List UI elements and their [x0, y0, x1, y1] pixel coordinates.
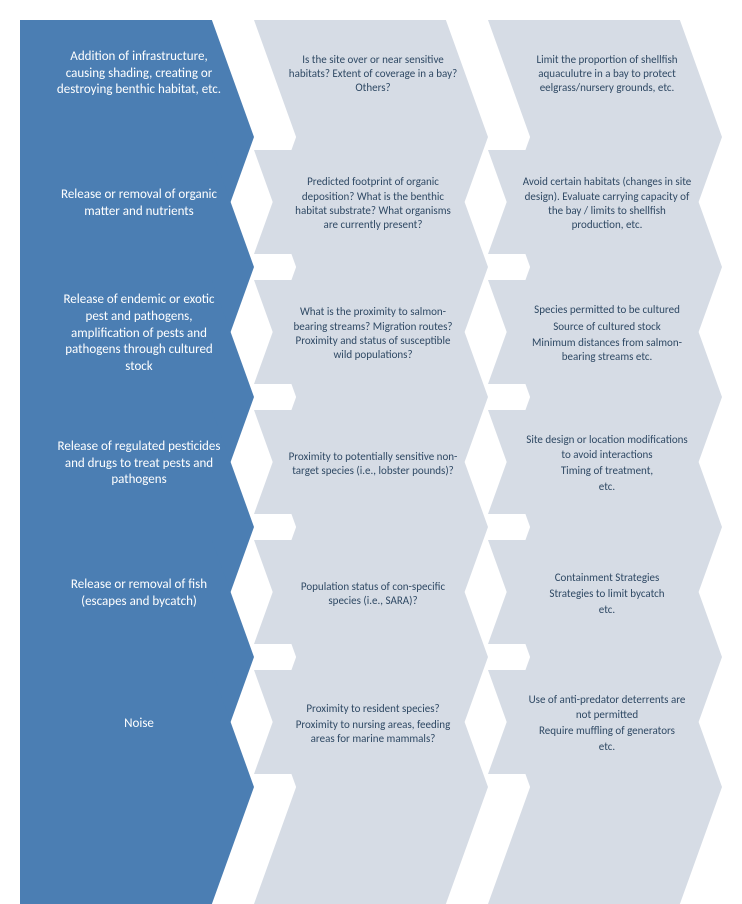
chevron-row: Addition of infrastructure, causing shad…: [20, 20, 722, 128]
chevron-cell: Containment StrategiesStrategies to limi…: [488, 540, 722, 648]
chevron-text: Population status of con-specific specie…: [288, 580, 458, 609]
chevron-cell: Release or removal of organic matter and…: [20, 150, 254, 258]
chevron-row: Release or removal of fish (escapes and …: [20, 540, 722, 648]
chevron-cell: Proximity to resident species?Proximity …: [254, 670, 488, 778]
chevron-text: Proximity to resident species?Proximity …: [288, 700, 458, 749]
chevron-text: Containment StrategiesStrategies to limi…: [549, 569, 664, 620]
chevron-cell: Noise: [20, 670, 254, 778]
chevron-text: Use of anti-predator deterrents are not …: [522, 691, 692, 756]
chevron-text: What is the proximity to salmon-bearing …: [288, 305, 458, 362]
chevron-text: Addition of infrastructure, causing shad…: [54, 49, 224, 100]
chevron-cell: What is the proximity to salmon-bearing …: [254, 280, 488, 388]
chevron-cell: Release of regulated pesticides and drug…: [20, 410, 254, 518]
chevron-text: Avoid certain habitats (changes in site …: [522, 175, 692, 232]
chevron-row: Release of endemic or exotic pest and pa…: [20, 280, 722, 388]
chevron-cell: Use of anti-predator deterrents are not …: [488, 670, 722, 778]
chevron-text: Predicted footprint of organic depositio…: [288, 175, 458, 232]
chevron-text: Release of endemic or exotic pest and pa…: [54, 292, 224, 376]
chevron-cell: Proximity to potentially sensitive non-t…: [254, 410, 488, 518]
chevron-cell: Site design or location modifications to…: [488, 410, 722, 518]
chevron-row: Noise Proximity to resident species?Proxi…: [20, 670, 722, 778]
chevron-text: Proximity to potentially sensitive non-t…: [288, 450, 458, 479]
chevron-cell: Limit the proportion of shellfish aquacu…: [488, 20, 722, 128]
chevron-cell: Population status of con-specific specie…: [254, 540, 488, 648]
chevron-cell: Predicted footprint of organic depositio…: [254, 150, 488, 258]
chevron-text: Release or removal of organic matter and…: [54, 187, 224, 221]
chevron-text: Release of regulated pesticides and drug…: [54, 439, 224, 490]
chevron-text: Is the site over or near sensitive habit…: [288, 53, 458, 96]
chevron-cell: Release or removal of fish (escapes and …: [20, 540, 254, 648]
chevron-cell: Avoid certain habitats (changes in site …: [488, 150, 722, 258]
chevron-diagram: Addition of infrastructure, causing shad…: [20, 20, 722, 778]
chevron-cell: Addition of infrastructure, causing shad…: [20, 20, 254, 128]
chevron-text: Species permitted to be culturedSource o…: [522, 301, 692, 366]
chevron-text: Noise: [124, 716, 154, 733]
chevron-cell: Release of endemic or exotic pest and pa…: [20, 280, 254, 388]
chevron-text: Site design or location modifications to…: [522, 431, 692, 496]
chevron-row: Release or removal of organic matter and…: [20, 150, 722, 258]
chevron-cell: Is the site over or near sensitive habit…: [254, 20, 488, 128]
chevron-text: Release or removal of fish (escapes and …: [54, 577, 224, 611]
chevron-row: Release of regulated pesticides and drug…: [20, 410, 722, 518]
chevron-text: Limit the proportion of shellfish aquacu…: [522, 53, 692, 96]
chevron-cell: Species permitted to be culturedSource o…: [488, 280, 722, 388]
